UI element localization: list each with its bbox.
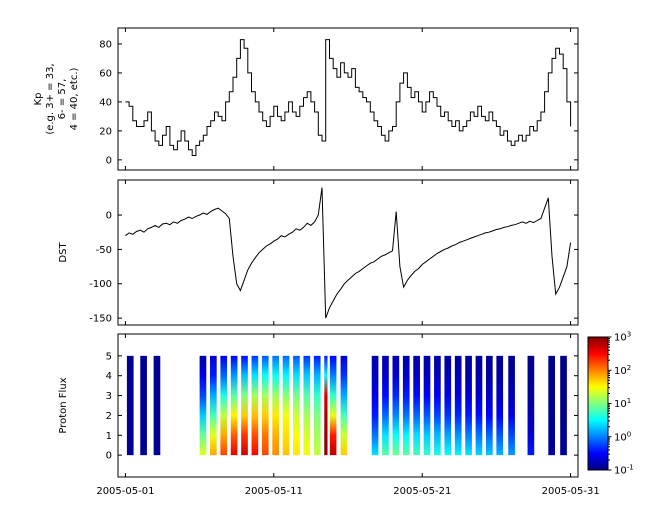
flux-y-tick-label: 2: [106, 411, 112, 422]
flux-stripe: [324, 355, 328, 456]
kp-index-line: [125, 39, 572, 156]
flux-stripe: [272, 355, 280, 456]
flux-stripe: [153, 355, 161, 456]
proton-flux-axis-label: Proton Flux: [58, 377, 69, 433]
x-tick-label: 2005-05-01: [96, 486, 154, 497]
flux-y-tick-label: 1: [106, 431, 112, 442]
flux-stripe: [293, 355, 300, 456]
flux-stripe: [392, 355, 400, 456]
dst-axis-label: DST: [58, 242, 69, 263]
flux-stripe: [199, 355, 207, 456]
kp-y-tick-label: 20: [99, 126, 112, 137]
flux-stripe: [413, 355, 420, 456]
flux-stripe: [454, 355, 462, 456]
flux-stripe: [496, 355, 504, 456]
flux-stripe: [261, 355, 269, 456]
kp-y-tick-label: 0: [106, 155, 112, 166]
flux-stripe: [486, 355, 493, 456]
flux-stripe: [465, 355, 472, 456]
flux-stripe: [508, 355, 515, 456]
kp-axis-label-line2: (e.g. 3+ = 33,: [45, 63, 56, 134]
kp-y-tick-label: 40: [99, 97, 112, 108]
flux-stripe: [434, 355, 441, 456]
dst-y-tick-label: 0: [106, 211, 112, 222]
flux-stripe: [282, 355, 290, 456]
x-tick-label: 2005-05-31: [542, 486, 600, 497]
flux-y-tick-label: 5: [106, 351, 112, 362]
flux-stripe: [251, 355, 259, 456]
flux-stripe: [140, 355, 147, 456]
flux-stripe: [527, 355, 535, 456]
flux-stripe: [329, 355, 337, 456]
panel-frame: [117, 333, 579, 478]
flux-stripe: [313, 355, 321, 456]
kp-y-tick-label: 60: [99, 68, 112, 79]
flux-stripe: [402, 355, 410, 456]
kp-y-tick-label: 80: [99, 39, 112, 50]
flux-stripe: [303, 355, 311, 456]
panel-frame: [117, 179, 579, 326]
flux-stripe: [340, 355, 348, 456]
kp-axis-label-line4: 4 = 40, etc.): [69, 67, 80, 130]
flux-stripe: [444, 355, 452, 456]
flux-stripe: [475, 355, 483, 456]
flux-y-tick-label: 4: [106, 371, 112, 382]
dst-y-tick-label: -100: [89, 279, 112, 290]
flux-stripe: [548, 355, 556, 456]
dst-y-tick-label: -150: [89, 314, 112, 325]
x-tick-label: 2005-05-21: [393, 486, 451, 497]
dst-y-tick-label: -50: [96, 245, 112, 256]
flux-stripe: [241, 355, 248, 456]
flux-stripe: [423, 355, 431, 456]
flux-y-tick-label: 3: [106, 391, 112, 402]
flux-stripe: [230, 355, 238, 456]
flux-stripe: [126, 355, 134, 456]
flux-stripe: [382, 355, 389, 456]
axis-labels: 2005-05-01 2005-05-11 2005-05-21 2005-05…: [33, 39, 600, 497]
flux-stripe: [210, 355, 217, 456]
x-tick-label: 2005-05-11: [245, 486, 303, 497]
panel-frame: [117, 27, 579, 171]
dst-index-line: [125, 187, 572, 319]
flux-stripe: [220, 355, 228, 456]
flux-y-tick-label: 0: [106, 451, 112, 462]
kp-axis-label-line3: 6- = 57,: [57, 79, 68, 120]
colorbar: [588, 337, 608, 470]
flux-stripe: [560, 355, 567, 456]
flux-stripe: [371, 355, 379, 456]
kp-axis-label-line1: Kp: [33, 93, 44, 106]
